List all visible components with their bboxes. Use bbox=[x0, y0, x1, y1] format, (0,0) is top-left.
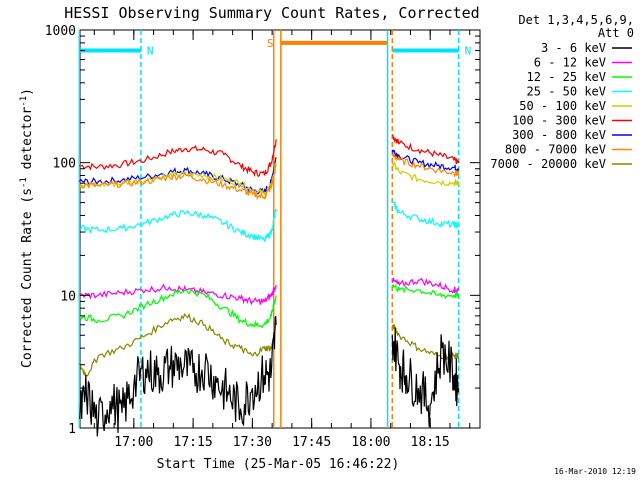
y-axis-label-sup1: -1 bbox=[19, 177, 29, 188]
y-axis-label-mid: detector bbox=[20, 107, 35, 178]
y-axis-label-end: ) bbox=[20, 88, 35, 96]
legend-entry-label: 300 - 800 keV bbox=[512, 128, 606, 142]
x-tick-label: 18:15 bbox=[411, 435, 450, 450]
y-tick-label: 1 bbox=[68, 422, 76, 437]
x-tick-label: 17:45 bbox=[292, 435, 331, 450]
x-tick-label: 17:00 bbox=[114, 435, 153, 450]
plot-area: N N S 1 10 100 1000 17:00 17:15 17:30 17:45 18:00 18… bbox=[45, 24, 481, 450]
x-tick-label: 17:15 bbox=[174, 435, 213, 450]
y-tick-label: 10 bbox=[60, 289, 76, 304]
legend-header-line2: Att 0 bbox=[598, 26, 634, 40]
series-line bbox=[78, 161, 460, 198]
series-line bbox=[78, 283, 460, 329]
legend-header-line1: Det 1,3,4,5,6,9, bbox=[518, 13, 634, 27]
series-line bbox=[78, 316, 460, 437]
series-line bbox=[78, 277, 460, 306]
series-line bbox=[79, 200, 460, 243]
flag-label: N bbox=[465, 45, 472, 58]
y-axis-label: Corrected Count Rate (s-1 detector-1) bbox=[19, 88, 35, 368]
x-tick-label: 17:30 bbox=[233, 435, 272, 450]
y-tick-label: 100 bbox=[53, 157, 76, 172]
series-line bbox=[79, 134, 460, 178]
legend-entry-label: 50 - 100 keV bbox=[519, 99, 606, 113]
series-line bbox=[79, 153, 460, 201]
chart-title: HESSI Observing Summary Count Rates, Cor… bbox=[64, 4, 479, 22]
footer-timestamp: 16-Mar-2010 12:19 bbox=[554, 467, 636, 476]
y-tick-label: 1000 bbox=[45, 24, 76, 39]
legend-entry-label: 800 - 7000 keV bbox=[505, 143, 606, 157]
series-line bbox=[78, 312, 460, 377]
legend-entry-label: 7000 - 20000 keV bbox=[490, 157, 606, 171]
x-tick-label: 18:00 bbox=[351, 435, 390, 450]
legend-entry-label: 6 - 12 keV bbox=[534, 56, 606, 70]
x-axis-label: Start Time (25-Mar-05 16:46:22) bbox=[157, 457, 400, 472]
y-axis-label-main: Corrected Count Rate (s bbox=[20, 188, 35, 368]
legend-entry-label: 3 - 6 keV bbox=[541, 41, 606, 55]
legend-entry-label: 100 - 300 keV bbox=[512, 114, 606, 128]
legend-entry-label: 25 - 50 keV bbox=[527, 85, 606, 99]
legend-entry-label: 12 - 25 keV bbox=[527, 70, 606, 84]
y-axis-label-sup2: -1 bbox=[19, 96, 29, 107]
flag-label: S bbox=[267, 37, 274, 50]
flag-label: N bbox=[147, 45, 154, 58]
plot-frame bbox=[79, 29, 481, 429]
